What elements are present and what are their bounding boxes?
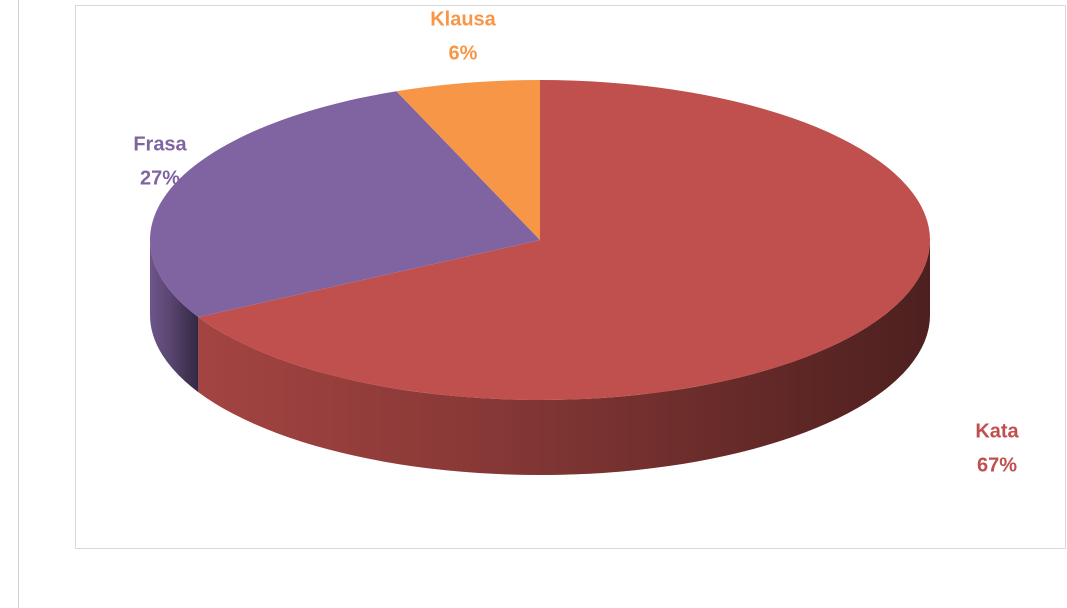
category-label: Klausa — [430, 8, 496, 30]
category-label: Frasa — [133, 133, 187, 155]
slice — [396, 80, 540, 240]
slice — [198, 80, 931, 400]
value-label: 67% — [977, 454, 1017, 476]
category-label: Kata — [975, 420, 1019, 442]
chart-area — [75, 5, 1066, 549]
slice-side-shade — [150, 240, 199, 393]
slice — [150, 91, 541, 318]
value-label: 27% — [140, 167, 180, 189]
slice-side-shade — [198, 240, 930, 475]
value-label: 6% — [449, 42, 478, 64]
